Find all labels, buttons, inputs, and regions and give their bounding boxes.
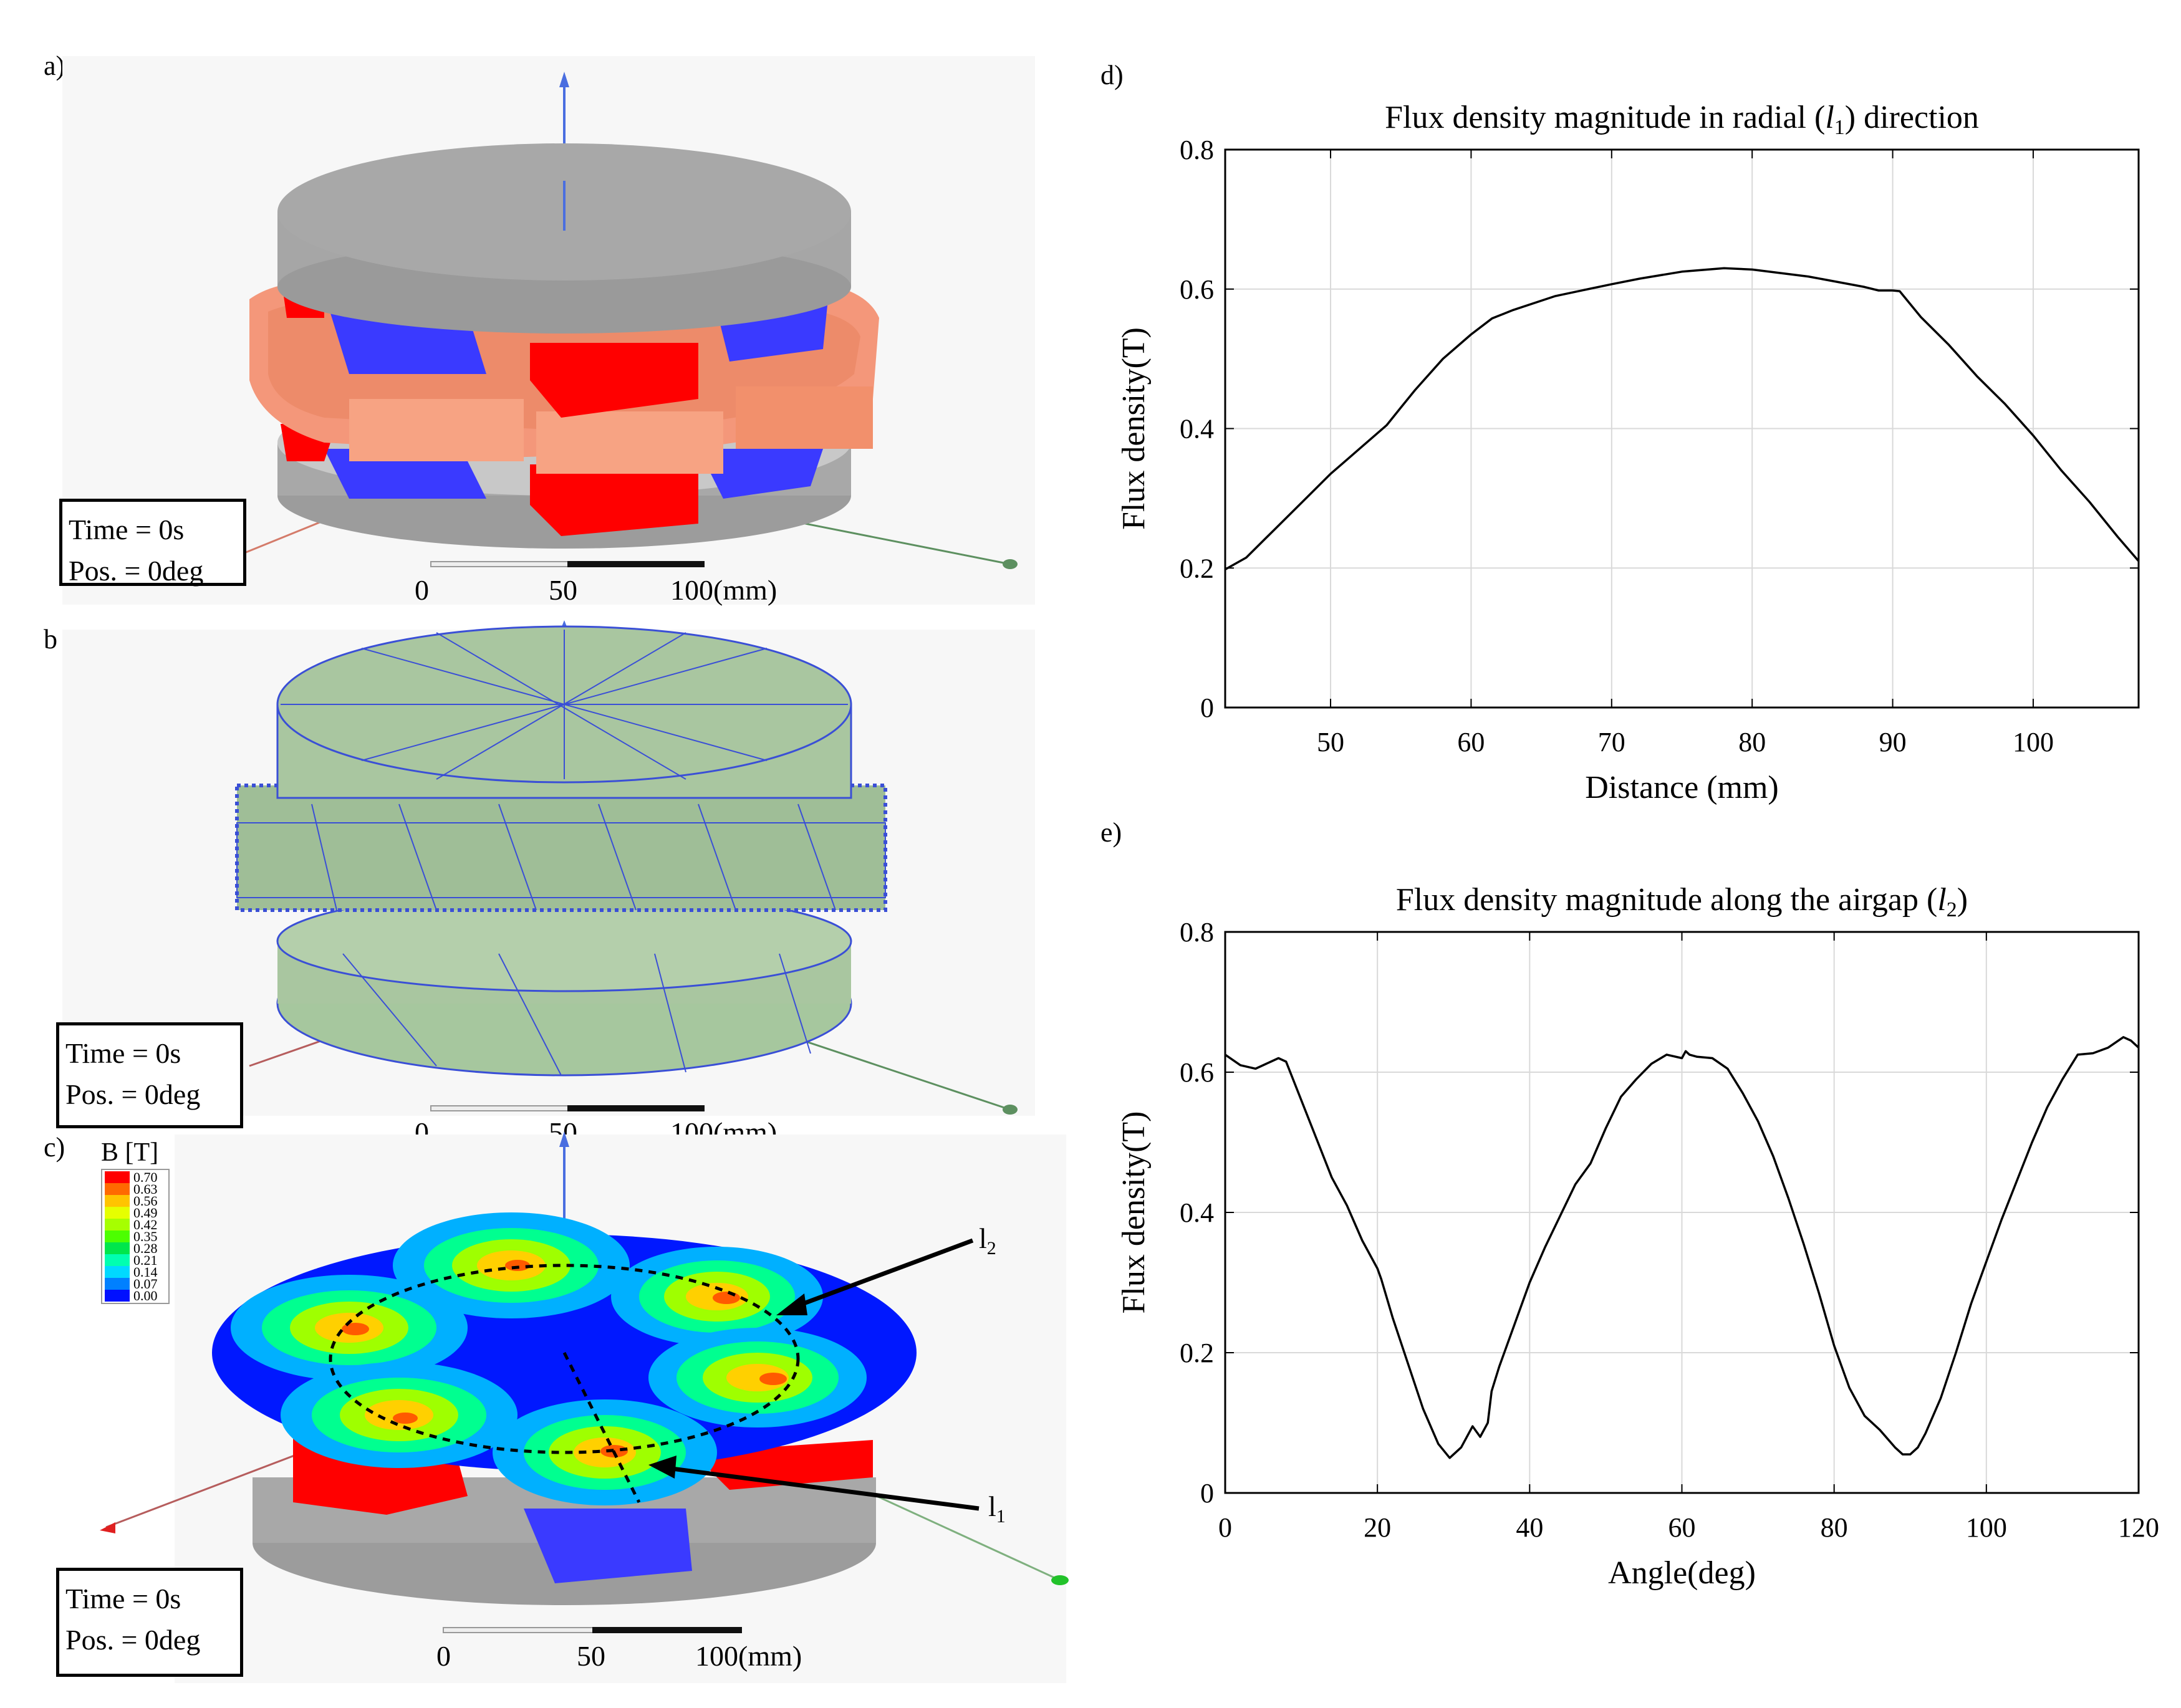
x-tick-label: 20 <box>1364 1512 1391 1543</box>
x-tick-label: 90 <box>1879 727 1907 757</box>
panel-a-scale-0: 0 <box>415 574 429 606</box>
y-tick-label: 0.2 <box>1180 1338 1214 1368</box>
panel-b-time: Time = 0s <box>65 1037 181 1069</box>
x-tick-label: 40 <box>1516 1512 1543 1543</box>
legend-swatch <box>105 1266 130 1278</box>
panel-c-label: c) <box>44 1132 65 1163</box>
label-l1: l1 <box>988 1490 1006 1527</box>
legend-swatch <box>105 1231 130 1242</box>
panel-c-scale-100: 100(mm) <box>695 1640 802 1672</box>
panel-c-time: Time = 0s <box>65 1583 181 1614</box>
y-tick-label: 0.6 <box>1180 274 1214 305</box>
panel-b-scalebar-fill <box>567 1105 705 1111</box>
legend-row: 0.14 <box>105 1264 166 1280</box>
legend-row: 0.28 <box>105 1240 166 1256</box>
legend-swatch <box>105 1290 130 1302</box>
x-tick-label: 100 <box>2013 727 2054 757</box>
panel-d-label: d) <box>1100 60 1124 90</box>
legend-row: 0.49 <box>105 1204 166 1221</box>
legend-value: 0.14 <box>133 1264 158 1280</box>
y-tick-label: 0.6 <box>1180 1057 1214 1088</box>
legend-swatch <box>105 1278 130 1290</box>
panel-c-scale-50: 50 <box>577 1640 605 1672</box>
panel-b-pos: Pos. = 0deg <box>65 1078 201 1110</box>
panel-b-info-box: Time = 0s Pos. = 0deg <box>56 1022 243 1128</box>
series-line <box>1225 1036 2140 1459</box>
y-tick-label: 0 <box>1200 693 1214 723</box>
y-axis-label: Flux density(T) <box>1116 1111 1152 1314</box>
legend-swatch <box>105 1195 130 1207</box>
panel-a-scale-50: 50 <box>549 574 577 606</box>
legend-swatch <box>105 1183 130 1195</box>
panel-b-label: b <box>44 624 57 655</box>
label-l2: l2 <box>979 1222 996 1259</box>
legend-value: 0.63 <box>133 1181 158 1197</box>
legend-swatch <box>105 1254 130 1266</box>
x-tick-label: 60 <box>1668 1512 1696 1543</box>
chart-d-group: 50 60 70 80 90 100 0 0.2 0.4 0.6 0.8 Flux density m… <box>1116 100 2140 805</box>
y-axis-label: Flux density(T) <box>1116 327 1152 530</box>
x-tick-label: 60 <box>1457 727 1485 757</box>
legend-swatch <box>105 1171 130 1183</box>
x-tick-label: 100 <box>1966 1512 2007 1543</box>
legend-value: 0.49 <box>133 1204 158 1221</box>
legend-value: 0.00 <box>133 1287 158 1303</box>
legend-title: B [T] <box>101 1138 159 1167</box>
y-tick-label: 0.8 <box>1180 135 1214 165</box>
legend-swatch <box>105 1219 130 1231</box>
x-tick-label: 70 <box>1598 727 1625 757</box>
legend-value: 0.42 <box>133 1216 158 1232</box>
legend-row: 0.07 <box>105 1275 166 1292</box>
legend-value: 0.35 <box>133 1228 158 1244</box>
legend-row: 0.56 <box>105 1192 166 1209</box>
legend-value: 0.28 <box>133 1240 158 1256</box>
x-axis-label: Angle(deg) <box>1608 1555 1756 1591</box>
panel-a-model <box>62 56 1035 605</box>
panel-b-mesh-model <box>62 620 1035 1116</box>
chart-title: Flux density magnitude in radial (l1) di… <box>1385 100 1979 139</box>
legend-row: 0.35 <box>105 1228 166 1244</box>
legend-body: 0.70 0.63 0.56 0.49 0.42 0.35 0.28 0.21 0.14 0.07… <box>101 1169 170 1304</box>
x-tick-label: 50 <box>1317 727 1344 757</box>
panel-c-scalebar-fill <box>592 1627 742 1633</box>
panel-a-pos: Pos. = 0deg <box>69 555 204 587</box>
x-axis-label: Distance (mm) <box>1585 770 1778 805</box>
panel-c-info-box: Time = 0s Pos. = 0deg <box>56 1568 243 1677</box>
field-hotspots <box>231 1212 867 1505</box>
legend-value: 0.70 <box>133 1169 158 1185</box>
legend-swatch <box>105 1242 130 1254</box>
field-legend: B [T] 0.70 0.63 0.56 0.49 0.42 0.35 0.28 0.21 0.… <box>101 1138 170 1304</box>
x-tick-label: 0 <box>1218 1512 1232 1543</box>
y-tick-label: 0.4 <box>1180 1197 1214 1228</box>
panel-a-scale-100: 100(mm) <box>670 574 778 606</box>
legend-value: 0.56 <box>133 1192 158 1209</box>
legend-row: 0.21 <box>105 1252 166 1268</box>
panel-a-info-box: Time = 0s Pos. = 0deg <box>59 499 246 587</box>
series-line <box>1225 267 2140 571</box>
legend-row: 0.70 <box>105 1169 166 1185</box>
chart-title: Flux density magnitude along the airgap … <box>1396 882 1968 921</box>
x-tick-label: 120 <box>2118 1512 2159 1543</box>
y-tick-label: 0.8 <box>1180 917 1214 948</box>
panel-a-scalebar-fill <box>567 561 705 567</box>
panel-a-time: Time = 0s <box>69 514 185 545</box>
legend-value: 0.21 <box>133 1252 158 1268</box>
panel-e-label: e) <box>1100 817 1122 848</box>
legend-row: 0.42 <box>105 1216 166 1232</box>
legend-row: 0.63 <box>105 1181 166 1197</box>
legend-value: 0.07 <box>133 1275 158 1292</box>
legend-swatch <box>105 1207 130 1219</box>
y-tick-label: 0 <box>1200 1478 1214 1509</box>
panel-a-label: a) <box>44 50 65 81</box>
panel-c-scale-0: 0 <box>436 1640 451 1672</box>
y-tick-label: 0.4 <box>1180 414 1214 444</box>
legend-row: 0.00 <box>105 1287 166 1303</box>
panel-c-field-model <box>100 1131 1069 1683</box>
x-tick-label: 80 <box>1738 727 1766 757</box>
y-tick-label: 0.2 <box>1180 553 1214 583</box>
panel-c-pos: Pos. = 0deg <box>65 1624 201 1656</box>
x-tick-label: 80 <box>1821 1512 1848 1543</box>
chart-e-group: 0 20 40 60 80 100 120 0 0.2 0.4 0.6 0.8 Flux density… <box>1116 882 2159 1591</box>
